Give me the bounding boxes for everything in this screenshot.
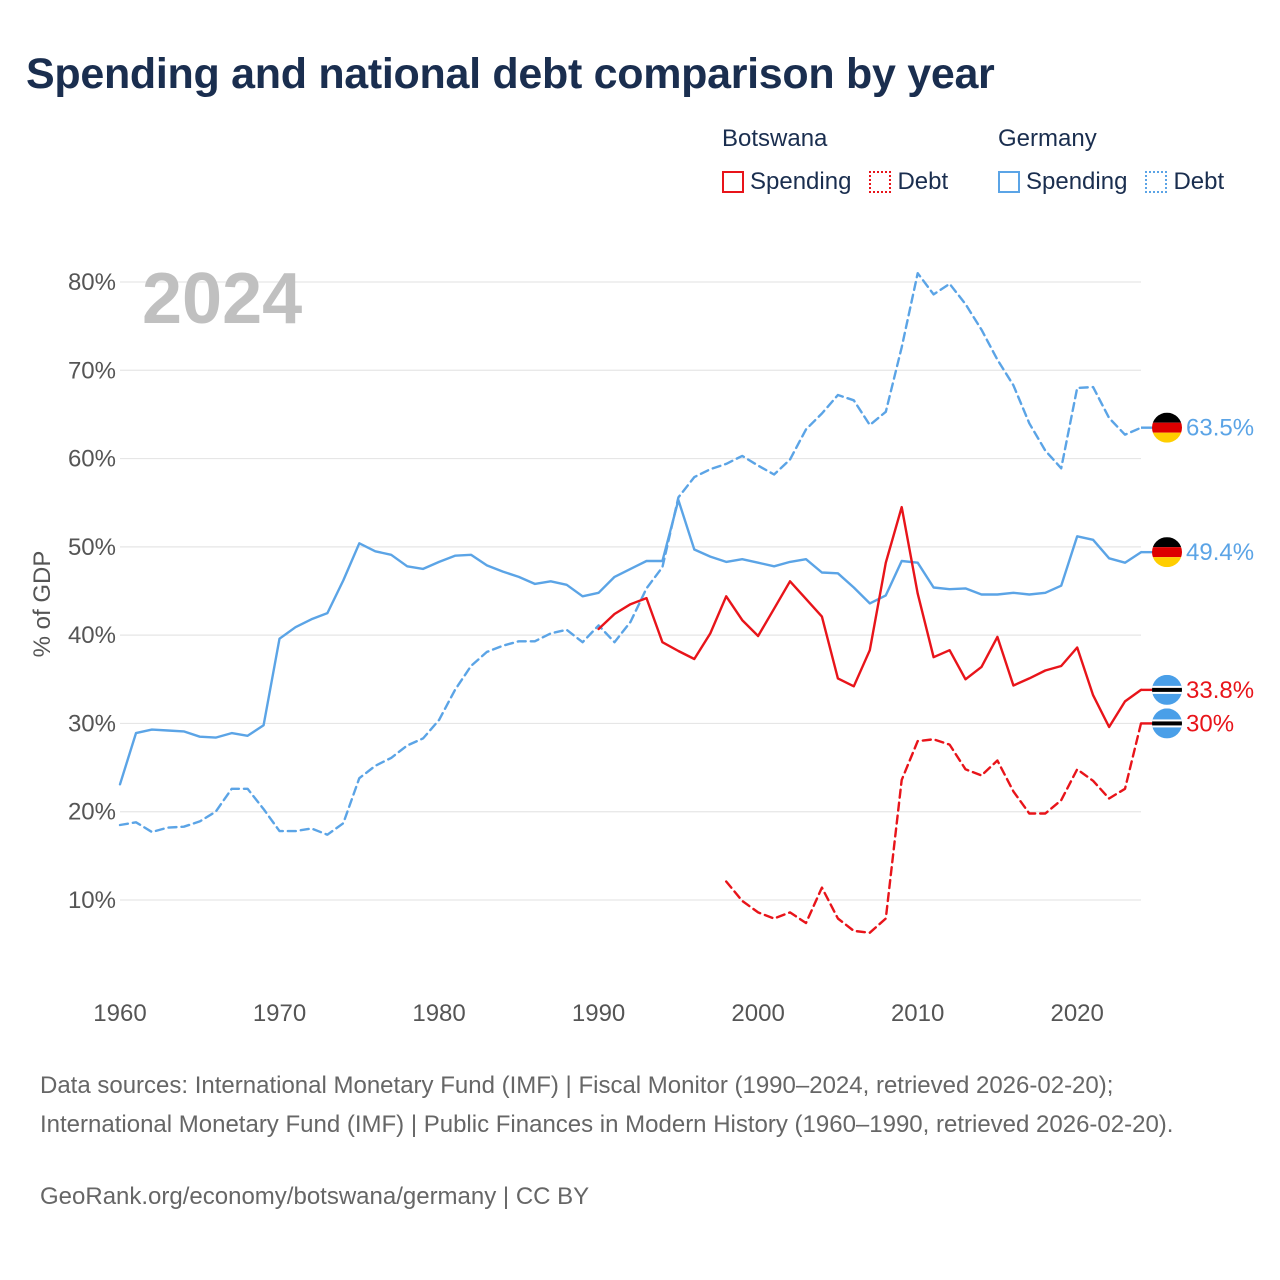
- legend-label: Debt: [897, 168, 949, 195]
- legend-item-germany-debt[interactable]: Debt: [1145, 168, 1224, 196]
- legend-label: Spending: [1026, 168, 1128, 195]
- legend-group-botswana: Botswana Spending Debt: [722, 124, 948, 196]
- series-line-germany-debt[interactable]: [118, 272, 1143, 836]
- credit-link[interactable]: GeoRank.org/economy/botswana/germany | C…: [40, 1183, 590, 1210]
- end-value-label: 33.8%: [1186, 677, 1254, 704]
- legend-group-germany: Germany Spending Debt: [998, 124, 1224, 196]
- series-line-germany-spending[interactable]: [118, 498, 1143, 786]
- chart-title: Spending and national debt comparison by…: [26, 50, 995, 98]
- legend-group-label-botswana: Botswana: [722, 125, 828, 152]
- y-axis-ticks: 10% 20% 30% 40% 50% 60% 70% 80%: [68, 269, 116, 914]
- x-tick-label: 2010: [891, 1000, 944, 1027]
- y-axis-label: % of GDP: [29, 551, 56, 658]
- y-tick-label: 40%: [68, 622, 116, 649]
- gridlines: [120, 281, 1141, 901]
- x-tick-label: 1980: [412, 1000, 465, 1027]
- series-lines: [118, 272, 1143, 934]
- end-value-label: 49.4%: [1186, 539, 1254, 566]
- legend-label: Spending: [750, 168, 852, 195]
- legend-item-botswana-spending[interactable]: Spending: [722, 168, 851, 196]
- botswana-flag-icon: [1152, 674, 1182, 705]
- legend-group-label-germany: Germany: [998, 125, 1097, 152]
- legend-item-germany-spending[interactable]: Spending: [998, 168, 1127, 196]
- end-labels: 49.4% 63.5% 33.8% 30%: [1141, 412, 1254, 739]
- legend-swatch-dotted: [1145, 171, 1168, 193]
- series-line-botswana-debt[interactable]: [725, 722, 1143, 934]
- botswana-flag-icon: [1152, 708, 1182, 739]
- germany-flag-icon: [1152, 537, 1182, 568]
- legend-label: Debt: [1173, 168, 1225, 195]
- legend-swatch-solid: [722, 171, 744, 193]
- y-tick-label: 60%: [68, 446, 116, 473]
- series-line-botswana-spending[interactable]: [597, 505, 1143, 729]
- y-tick-label: 50%: [68, 534, 116, 561]
- year-label: 2024: [142, 259, 302, 339]
- germany-flag-icon: [1152, 412, 1182, 443]
- line-chart: 2024 10%20%30%40%50%60%70%80% 1960 1970 19…: [29, 259, 1254, 1027]
- y-tick-label: 70%: [68, 357, 116, 384]
- legend-swatch-solid: [998, 171, 1020, 193]
- x-tick-label: 1970: [253, 1000, 306, 1027]
- y-tick-label: 20%: [68, 799, 116, 826]
- data-sources-note: Data sources: International Monetary Fun…: [40, 1072, 1174, 1138]
- legend-item-botswana-debt[interactable]: Debt: [869, 168, 948, 196]
- end-value-label: 30%: [1186, 710, 1234, 737]
- legend-swatch-dotted: [869, 171, 892, 193]
- y-tick-label: 30%: [68, 710, 116, 737]
- y-tick-label: 10%: [68, 887, 116, 914]
- end-value-label: 63.5%: [1186, 415, 1254, 442]
- x-tick-label: 1990: [572, 1000, 625, 1027]
- x-tick-label: 2000: [731, 1000, 784, 1027]
- x-tick-label: 2020: [1050, 1000, 1103, 1027]
- y-tick-label: 80%: [68, 269, 116, 296]
- x-tick-label: 1960: [93, 1000, 146, 1027]
- x-axis-ticks: 1960 1970 1980 1990 2000 2010 2020: [93, 1000, 1104, 1027]
